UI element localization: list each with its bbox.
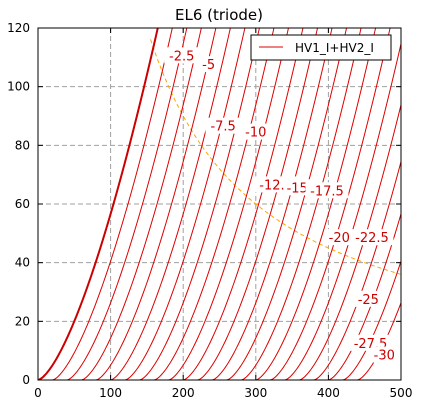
curve-label: -5 bbox=[202, 58, 215, 73]
plate-curve-line bbox=[38, 28, 319, 380]
curve-label-bg bbox=[198, 56, 219, 73]
x-tick-label: 200 bbox=[172, 386, 195, 400]
curve-label: -7.5 bbox=[210, 120, 235, 135]
curve-label-bg bbox=[164, 47, 200, 64]
y-tick-label: 80 bbox=[15, 138, 30, 152]
curve-label-bg bbox=[205, 117, 241, 134]
plate-curve-line bbox=[38, 302, 401, 380]
curve-label: -22.5 bbox=[355, 231, 389, 246]
plate-curve-line bbox=[38, 28, 377, 380]
axes: 0 100 200 300 400 500 0 20 40 60 80 100 120 bbox=[7, 21, 412, 400]
curve-label-bg bbox=[354, 290, 383, 307]
chart-title: EL6 (triode) bbox=[175, 6, 263, 24]
curve-label: -25 bbox=[358, 293, 379, 308]
legend: HV1_I+HV2_I bbox=[250, 34, 392, 61]
plate-curve-line bbox=[38, 28, 202, 380]
plate-curve-line bbox=[38, 104, 401, 380]
plate-curve-line bbox=[38, 28, 246, 380]
y-tick-label: 60 bbox=[15, 197, 30, 211]
plate-curve-line bbox=[38, 28, 260, 380]
dissipation-line bbox=[150, 39, 401, 275]
curve-label: -17.5 bbox=[310, 184, 344, 199]
x-tick-label: 0 bbox=[34, 386, 42, 400]
plate-curve-line bbox=[38, 28, 159, 380]
curve-label-bg bbox=[350, 229, 394, 246]
plate-curve-line bbox=[38, 213, 401, 380]
dissipation-curve bbox=[150, 39, 401, 275]
plate-curve-line bbox=[38, 161, 401, 380]
curve-label-bg bbox=[283, 179, 311, 196]
gridlines bbox=[38, 28, 401, 380]
curve-label: -20 bbox=[329, 231, 350, 246]
legend-entry: HV1_I+HV2_I bbox=[295, 41, 374, 55]
plate-curve-line bbox=[38, 28, 231, 380]
curve-labels: -2.5-5-7.5 -10-12.5-15 -17.5-20 -22.5-25-27… bbox=[164, 47, 399, 364]
x-tick-label: 500 bbox=[390, 386, 413, 400]
y-tick-label: 120 bbox=[7, 21, 30, 35]
plate-curve-line bbox=[38, 28, 391, 380]
x-tick-label: 400 bbox=[317, 386, 340, 400]
plate-curve-line bbox=[38, 28, 289, 380]
curve-label-bg bbox=[305, 182, 349, 199]
curve-label-bg bbox=[370, 346, 399, 363]
plate-curve-line bbox=[38, 28, 217, 380]
y-tick-label: 20 bbox=[15, 314, 30, 328]
y-tick-label: 0 bbox=[22, 373, 30, 387]
curve-label: -2.5 bbox=[169, 49, 194, 64]
plate-curve-line bbox=[38, 28, 173, 380]
x-tick-label: 300 bbox=[244, 386, 267, 400]
plate-curves bbox=[38, 28, 401, 380]
curve-label-bg bbox=[325, 229, 353, 246]
curve-label: -10 bbox=[245, 126, 266, 141]
curve-label-bg bbox=[242, 123, 270, 140]
plate-curve-line bbox=[38, 28, 188, 380]
plate-curve-line bbox=[38, 43, 401, 380]
y-tick-label: 100 bbox=[7, 80, 30, 94]
curve-label: -30 bbox=[374, 349, 395, 364]
x-tick-label: 100 bbox=[99, 386, 122, 400]
curve-label: -15 bbox=[287, 181, 308, 196]
plate-curve-line bbox=[38, 28, 275, 380]
plate-curve-line bbox=[38, 28, 333, 380]
plate-curve-line bbox=[38, 28, 362, 380]
plate-curve-line bbox=[38, 28, 304, 380]
y-tick-label: 40 bbox=[15, 256, 30, 270]
